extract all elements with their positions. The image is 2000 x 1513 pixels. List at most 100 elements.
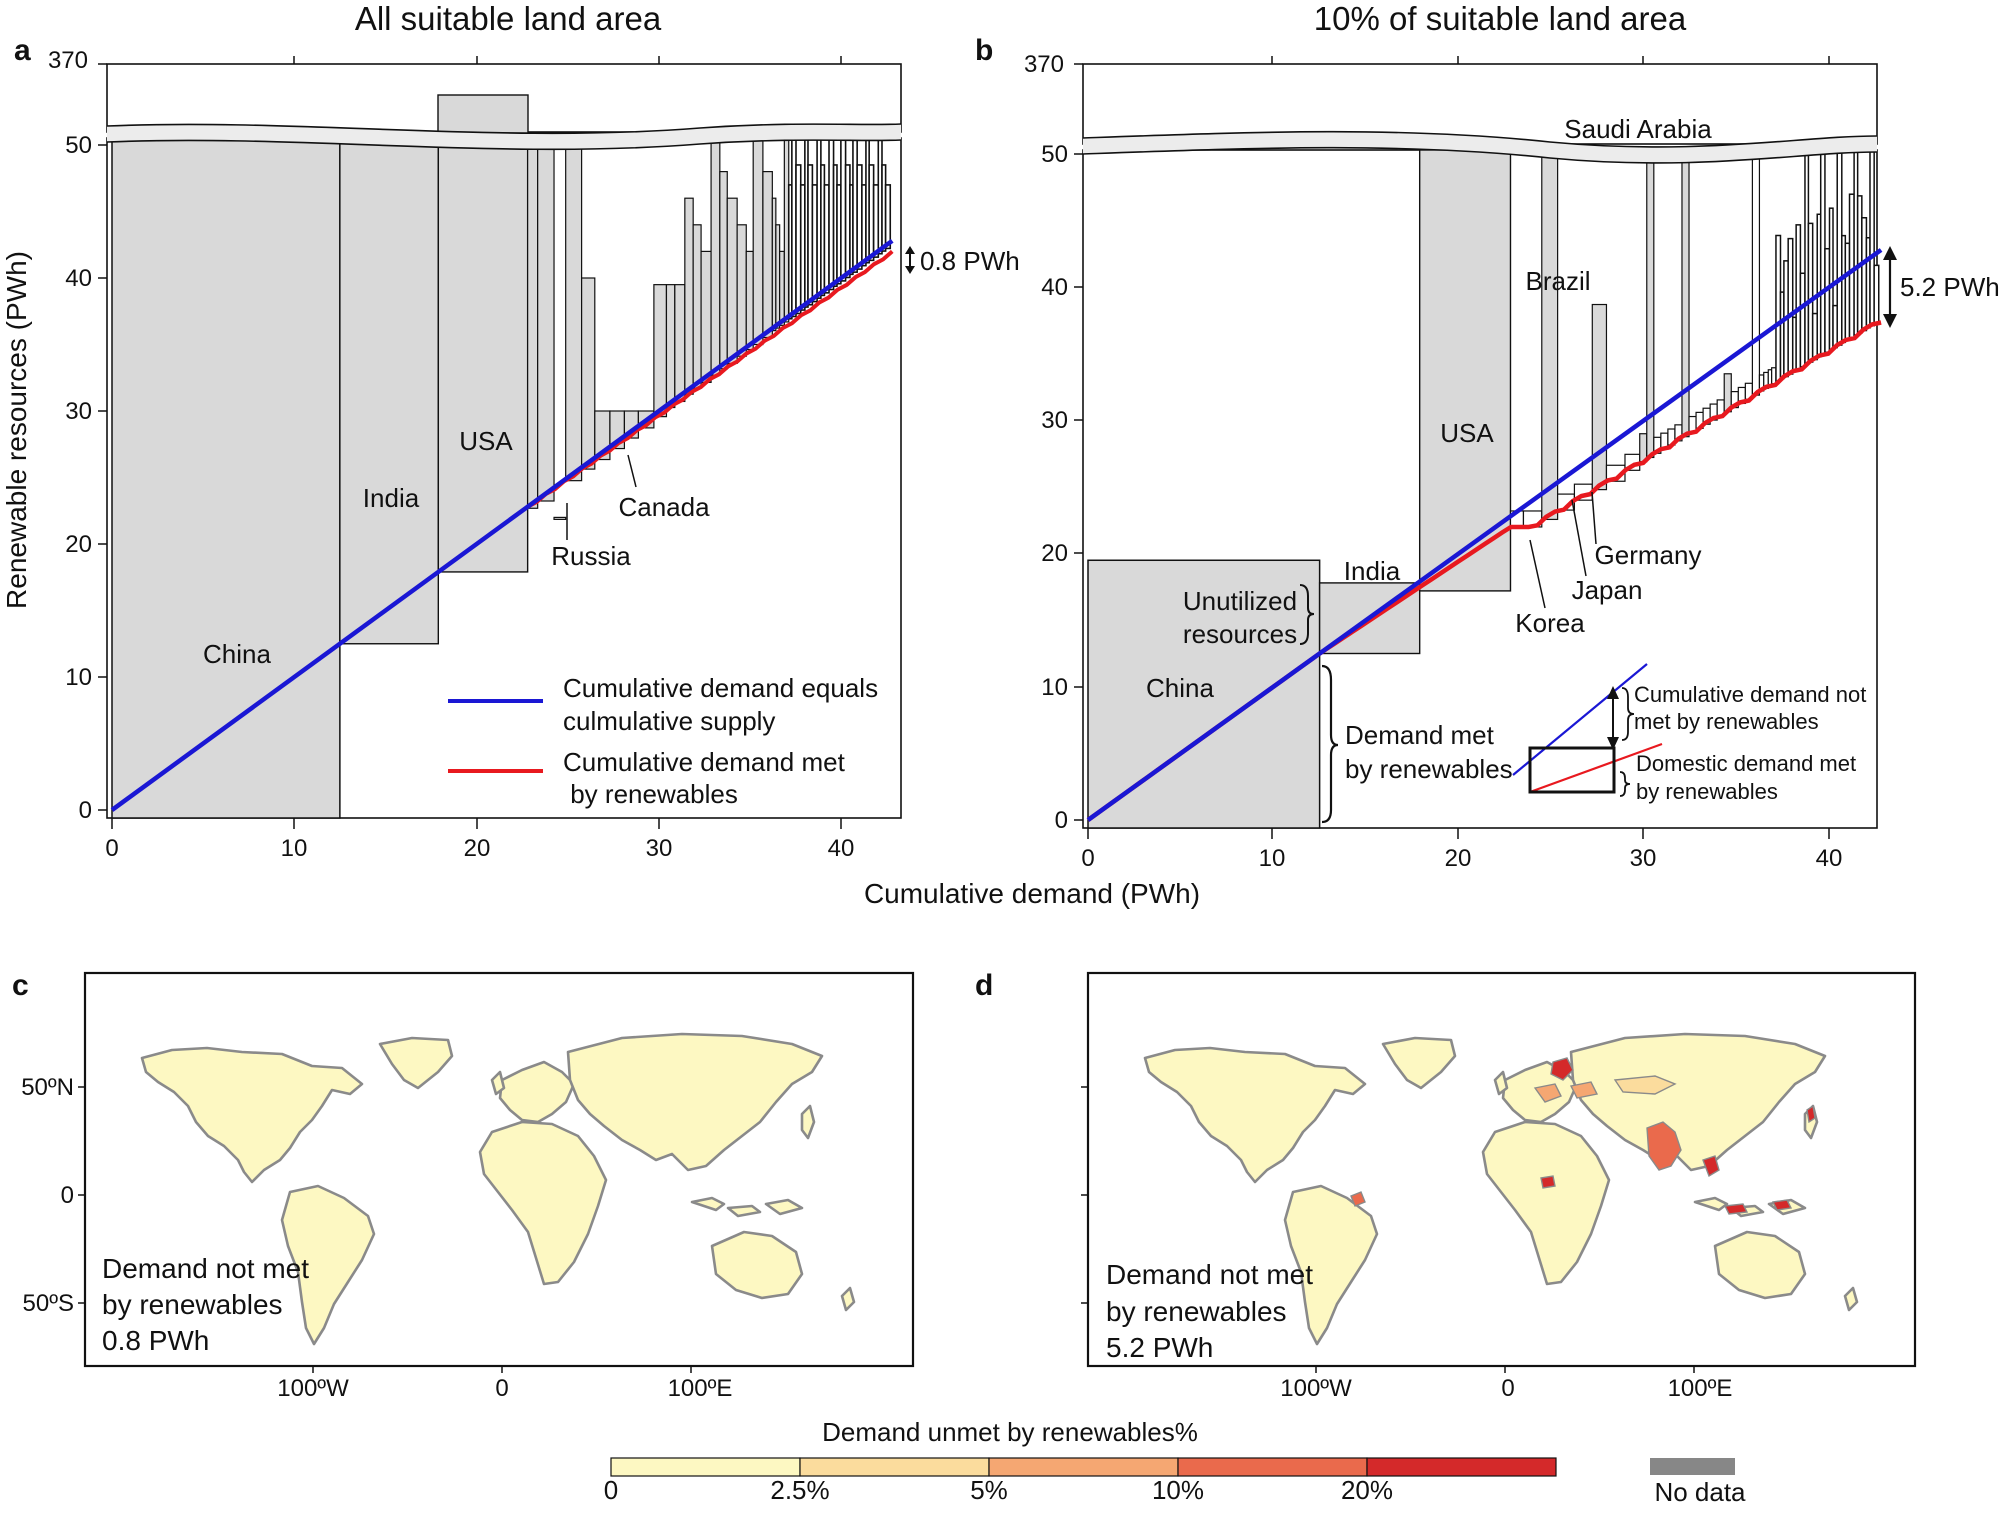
- a-bar-small: [736, 224, 747, 357]
- panel-b-chart: 10% of suitable land area b 0 10 20 30 4…: [864, 0, 2000, 909]
- panel-a-lines: [110, 238, 894, 812]
- a-bar-usa: [437, 137, 529, 573]
- legend-red-text: by renewables: [563, 779, 738, 809]
- series-met-by-renewables: [526, 249, 894, 509]
- a-bar-small: [581, 277, 596, 470]
- a-bar-small: [665, 284, 676, 409]
- x-tick: 30: [1630, 845, 1657, 872]
- a-bar-small: [752, 137, 764, 346]
- gap-label-b: 5.2 PWh: [1900, 272, 2000, 302]
- y-tick: 30: [1041, 407, 1068, 434]
- colorbar-title: Demand unmet by renewables%: [822, 1417, 1198, 1447]
- bar-china: [111, 137, 341, 819]
- axis-break-line-top: [1082, 130, 1878, 148]
- label-canada: Canada: [618, 492, 710, 522]
- label-korea: Korea: [1515, 608, 1585, 638]
- a-bar-india: [339, 137, 440, 645]
- panel-b-title: 10% of suitable land area: [1314, 0, 1687, 37]
- colorbar-swatch: [1177, 1457, 1368, 1477]
- unmet-region: [1806, 1104, 1816, 1124]
- colorbar-tick: 2.5%: [770, 1475, 829, 1505]
- unmet-region: [1702, 1155, 1720, 1178]
- inset-text: by renewables: [1636, 779, 1778, 804]
- label-india: India: [363, 483, 420, 513]
- axis-break-band: [1083, 131, 1877, 163]
- lon-label: 100ºE: [668, 1375, 733, 1402]
- panel-b-bars: [1087, 149, 1880, 829]
- label-japan: Japan: [1572, 575, 1643, 605]
- x-axis-label: Cumulative demand (PWh): [864, 878, 1200, 909]
- pointer-japan: [1571, 499, 1587, 577]
- landmass: [378, 1036, 454, 1090]
- colorbar-tick: 10%: [1152, 1475, 1204, 1505]
- y-tick: 40: [65, 265, 92, 292]
- bar-usa-top: [437, 94, 529, 134]
- lon-label: 100ºW: [277, 1375, 349, 1402]
- label-germany: Germany: [1595, 540, 1702, 570]
- map-c-land: [140, 1032, 856, 1346]
- landmass: [1481, 1120, 1611, 1286]
- a-bar-small: [779, 250, 785, 326]
- inset-red-line: [1529, 742, 1663, 794]
- lon-label: 100ºE: [1668, 1375, 1733, 1402]
- unmet-region: [1771, 1199, 1793, 1211]
- label-india: India: [1344, 556, 1401, 586]
- landmass: [1569, 1032, 1827, 1172]
- a-bar-small: [684, 197, 694, 395]
- colorbar-tick: 20%: [1341, 1475, 1393, 1505]
- brace-demand-met: [1321, 664, 1339, 824]
- lon-label: 0: [1501, 1375, 1514, 1402]
- landmass: [478, 1120, 608, 1286]
- unmet-region: [1540, 1175, 1556, 1189]
- axis-break-band: [107, 124, 901, 150]
- colorbar-swatches: [610, 1457, 1557, 1477]
- y-tick: 50: [65, 132, 92, 159]
- legend-blue-text: Cumulative demand equals: [563, 673, 878, 703]
- label-demand-met: Demand met: [1345, 720, 1495, 750]
- label-china: China: [203, 639, 271, 669]
- b-bar-small: [1751, 149, 1761, 396]
- colorbar-swatch: [1366, 1457, 1557, 1477]
- x-tick: 20: [464, 835, 491, 862]
- a-bar-small: [653, 284, 668, 418]
- a-bar-small: [719, 171, 728, 370]
- inset-brace-top: [1621, 687, 1635, 741]
- inset-brace-bottom: [1619, 771, 1631, 797]
- label-usa: USA: [459, 426, 513, 456]
- y-axis-label: Renewable resources (PWh): [1, 251, 32, 609]
- inset-text: met by renewables: [1634, 709, 1819, 734]
- nodata-swatch: [1650, 1458, 1735, 1475]
- gap-arrowheads-a: [905, 246, 915, 274]
- lon-label: 0: [495, 1375, 508, 1402]
- panel-d-map: d Demand not met by renewables 5.2 PWh 1…: [975, 969, 1917, 1402]
- map-c-text: by renewables: [102, 1289, 283, 1320]
- pointer-canada: [627, 454, 637, 488]
- a-bar-small: [884, 184, 892, 250]
- x-tick: 40: [1816, 845, 1843, 872]
- inset-text: Cumulative demand not: [1634, 682, 1866, 707]
- a-bar-small: [553, 516, 567, 521]
- x-tick: 0: [105, 835, 118, 862]
- y-tick: 30: [65, 398, 92, 425]
- panel-c-label: c: [12, 969, 29, 1002]
- landmass: [1283, 1184, 1379, 1346]
- y-tick: 20: [1041, 540, 1068, 567]
- landmass: [566, 1032, 824, 1172]
- map-d-text: by renewables: [1106, 1296, 1287, 1327]
- colorbar-swatch: [610, 1457, 801, 1477]
- label-russia: Russia: [551, 541, 631, 571]
- panel-b-lines: [1086, 248, 1883, 822]
- legend-blue-text: culmulative supply: [563, 706, 775, 736]
- x-tick: 0: [1081, 845, 1094, 872]
- landmass: [280, 1184, 376, 1346]
- panel-a-chart: All suitable land area a 0 10 20 30 40: [1, 0, 1020, 862]
- a-bar-small: [700, 250, 712, 383]
- x-tick: 30: [646, 835, 673, 862]
- unmet-region: [1723, 1203, 1749, 1215]
- x-tick: 10: [281, 835, 308, 862]
- unmet-region: [1613, 1075, 1677, 1095]
- lat-label: 50ºS: [23, 1290, 74, 1317]
- map-d-text: Demand not met: [1106, 1259, 1313, 1290]
- inset-text: Domestic demand met: [1636, 751, 1856, 776]
- gap-label-a: 0.8 PWh: [920, 246, 1020, 276]
